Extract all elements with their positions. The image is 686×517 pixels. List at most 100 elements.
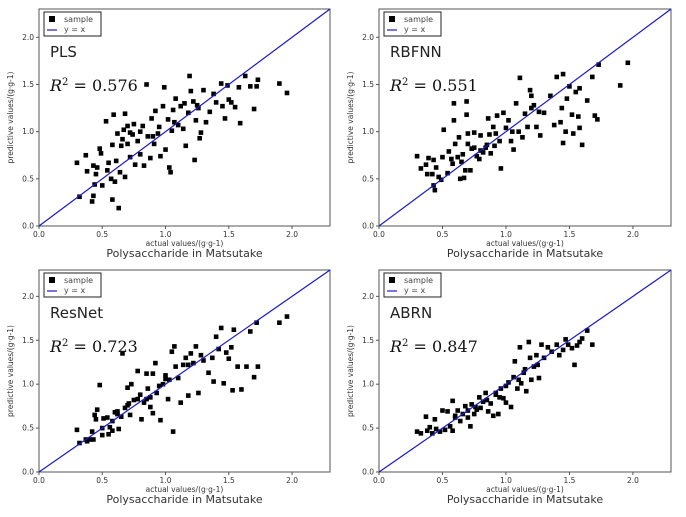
data-point xyxy=(115,409,120,414)
data-point xyxy=(503,400,509,405)
data-point xyxy=(83,152,89,158)
data-point xyxy=(105,415,110,420)
data-point xyxy=(223,350,229,355)
x-tick-label: 2.0 xyxy=(627,230,639,239)
y-tick-label: 2.0 xyxy=(362,33,374,42)
data-point xyxy=(139,417,144,422)
data-point xyxy=(589,74,595,80)
data-point xyxy=(508,138,514,144)
data-point xyxy=(446,149,452,154)
subtitle: Polysaccharide in Matsutake xyxy=(447,247,603,260)
data-point xyxy=(468,424,473,429)
data-point xyxy=(498,386,504,391)
identity-line xyxy=(378,8,672,227)
data-point xyxy=(450,398,455,404)
data-point xyxy=(211,379,216,384)
data-point xyxy=(465,415,471,420)
data-point xyxy=(484,397,490,403)
data-point xyxy=(93,171,99,177)
data-point xyxy=(526,339,532,345)
data-point xyxy=(135,396,140,402)
data-point xyxy=(589,342,595,347)
y-tick-label: 0.5 xyxy=(362,174,374,183)
data-point xyxy=(84,438,90,444)
data-point xyxy=(584,98,590,103)
data-point xyxy=(510,129,515,134)
data-point xyxy=(120,351,125,356)
subtitle: Polysaccharide in Matsutake xyxy=(106,493,262,506)
x-tick-label: 2.0 xyxy=(286,476,298,485)
panel-resnet: 0.0 0.5 1.0 1.5 2.0 0.0 0.5 1.0 1.5 2.0 actual val… xyxy=(6,269,331,506)
data-point xyxy=(130,132,135,137)
data-point xyxy=(441,127,447,133)
data-point xyxy=(490,124,496,130)
y-tick-label: 1.5 xyxy=(362,80,374,89)
data-point xyxy=(494,113,500,118)
data-point xyxy=(153,108,158,114)
x-tick-label: 0.5 xyxy=(437,476,449,485)
data-point xyxy=(414,153,420,159)
data-point xyxy=(493,131,499,136)
y-axis-label: predictive values/(g·g-1) xyxy=(346,71,355,163)
data-point xyxy=(210,355,215,361)
data-point xyxy=(197,135,202,141)
y-tick-label: 2.0 xyxy=(362,292,374,301)
data-point xyxy=(192,157,197,163)
legend-label-line: y = x xyxy=(64,286,86,295)
data-point xyxy=(503,383,509,389)
data-point xyxy=(488,151,494,156)
data-point xyxy=(89,199,95,204)
data-point xyxy=(483,390,488,396)
x-tick-label: 0.0 xyxy=(33,230,45,239)
r-symbol: R xyxy=(389,337,402,356)
data-point xyxy=(529,105,534,111)
data-point xyxy=(277,81,282,86)
data-point xyxy=(503,125,509,131)
data-point xyxy=(144,371,149,376)
data-point xyxy=(522,111,528,117)
x-tick-label: 0.5 xyxy=(96,230,108,239)
data-point xyxy=(501,395,506,401)
data-point xyxy=(226,97,232,102)
data-point xyxy=(485,409,491,414)
data-point xyxy=(569,112,575,117)
data-point xyxy=(117,169,123,175)
data-point xyxy=(183,143,189,149)
data-point xyxy=(137,392,143,398)
data-point xyxy=(239,387,244,392)
data-point xyxy=(508,404,514,410)
data-point xyxy=(584,328,590,333)
data-point xyxy=(120,136,125,142)
data-point xyxy=(103,118,109,124)
data-point xyxy=(235,364,240,369)
data-point xyxy=(127,154,133,160)
data-point xyxy=(247,84,253,89)
data-point xyxy=(170,429,176,434)
data-point xyxy=(539,342,544,347)
y-tick-label: 0.0 xyxy=(22,468,34,477)
data-point xyxy=(560,140,566,146)
data-point xyxy=(150,410,156,416)
y-tick-label: 1.0 xyxy=(362,127,374,136)
data-point xyxy=(492,143,497,149)
data-point xyxy=(127,412,133,418)
data-point xyxy=(284,90,290,96)
data-point xyxy=(617,83,623,88)
panel-pls: 0.0 0.5 1.0 1.5 2.0 0.0 0.5 1.0 1.5 2.0 actual val… xyxy=(6,8,331,260)
data-point xyxy=(99,183,105,188)
data-point xyxy=(161,85,167,90)
r-squared-value: = 0.723 xyxy=(68,337,137,356)
data-point xyxy=(254,320,259,325)
data-point xyxy=(445,409,450,414)
x-tick-label: 1.5 xyxy=(223,230,235,239)
y-tick-label: 1.0 xyxy=(22,127,34,136)
data-point xyxy=(471,145,477,150)
data-point xyxy=(242,73,248,79)
y-tick-label: 1.5 xyxy=(22,80,34,89)
data-point xyxy=(206,370,211,376)
data-point xyxy=(554,74,560,80)
data-point xyxy=(187,73,192,79)
data-point xyxy=(498,166,504,171)
data-point xyxy=(563,129,568,134)
x-tick-label: 1.5 xyxy=(223,476,235,485)
